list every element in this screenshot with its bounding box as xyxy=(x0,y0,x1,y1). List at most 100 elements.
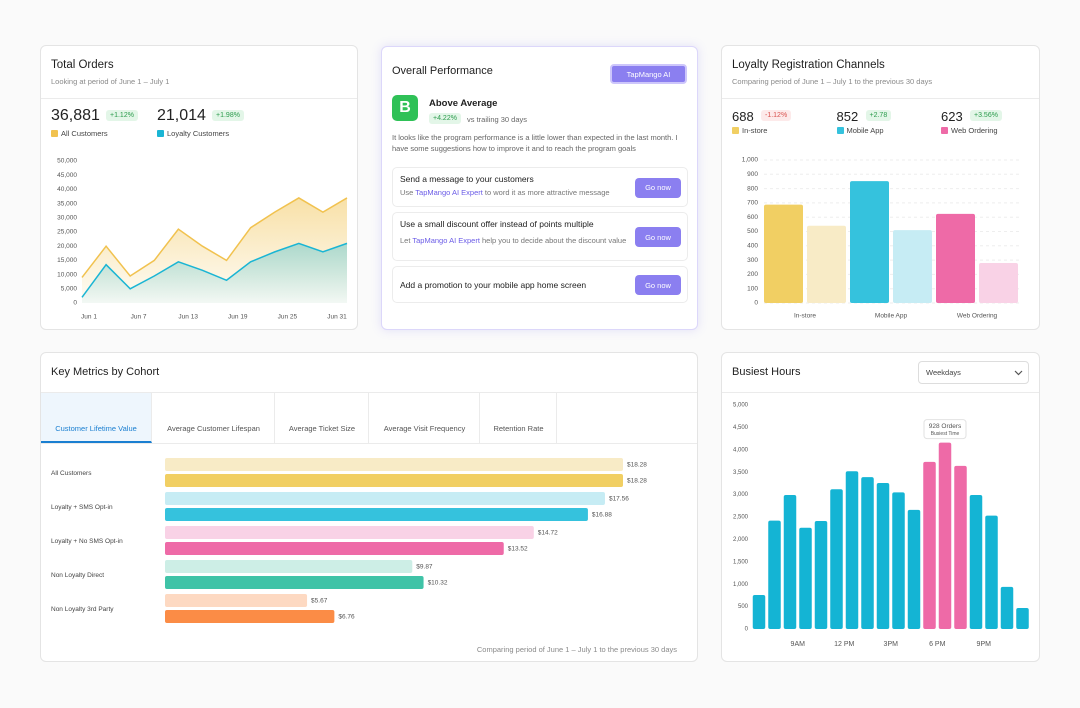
value-label: $17.56 xyxy=(609,496,629,503)
x-tick-label: 3PM xyxy=(884,641,899,648)
bar xyxy=(845,471,859,629)
bar xyxy=(799,527,812,629)
y-tick-label: 800 xyxy=(747,185,758,192)
tab[interactable]: Customer Lifetime Value xyxy=(41,393,152,443)
suggestion-text: Let TapMango AI Expert help you to decid… xyxy=(400,236,628,246)
legend-swatch xyxy=(732,127,739,134)
legend-swatch xyxy=(941,127,948,134)
tab[interactable]: Average Customer Lifespan xyxy=(153,393,275,443)
y-tick-label: 0 xyxy=(73,300,77,307)
legend-label: Loyalty Customers xyxy=(167,129,230,138)
stat-value: 688 xyxy=(732,109,754,124)
y-tick-label: 5,000 xyxy=(733,403,749,409)
tab-label: Customer Lifetime Value xyxy=(55,424,137,433)
divider xyxy=(41,443,697,444)
category-label: Loyalty + No SMS Opt-in xyxy=(51,538,123,545)
category-label: Loyalty + SMS Opt-in xyxy=(51,504,113,511)
bar xyxy=(165,526,534,539)
bar xyxy=(936,213,975,303)
tooltip-title: 928 Orders xyxy=(929,423,962,430)
y-tick-label: 15,000 xyxy=(57,257,77,264)
y-tick-label: 100 xyxy=(747,285,758,292)
change-pill: +3.56% xyxy=(970,110,1002,121)
y-tick-label: 40,000 xyxy=(57,186,77,193)
text: help you to decide about the discount va… xyxy=(479,236,627,245)
value-label: $14.72 xyxy=(538,530,558,537)
bar xyxy=(893,230,932,303)
x-tick-label: 9AM xyxy=(791,641,806,648)
x-tick-label: 6 PM xyxy=(929,641,946,648)
line xyxy=(81,197,348,278)
bar xyxy=(907,509,921,629)
bar xyxy=(892,492,905,629)
text: to word it as more attractive message xyxy=(482,188,610,197)
tab-label: Average Customer Lifespan xyxy=(167,424,260,433)
card-subtitle: Comparing period of June 1 – July 1 to t… xyxy=(732,77,933,86)
card-title: Overall Performance xyxy=(392,65,493,77)
y-tick-label: 900 xyxy=(747,171,758,178)
change-pill: +2.78 xyxy=(865,110,892,121)
dropdown[interactable]: Weekdays xyxy=(918,361,1029,384)
ai-button[interactable]: TapMango AI xyxy=(610,64,687,84)
suggestion: Send a message to your customers Use TapM… xyxy=(392,167,688,207)
tab[interactable]: Retention Rate xyxy=(481,393,557,443)
text: Use xyxy=(400,188,416,197)
legend-label: In-store xyxy=(742,126,768,135)
value-label: $18.28 xyxy=(627,478,647,485)
bar xyxy=(876,482,890,629)
grade-badge: B xyxy=(392,95,418,121)
x-tick-label: Jun 25 xyxy=(278,314,298,321)
change-pill: +1.98% xyxy=(212,110,244,121)
value-label: $9.87 xyxy=(416,564,433,571)
line xyxy=(81,242,348,298)
change-pill: +1.12% xyxy=(106,110,138,121)
ai-link[interactable]: TapMango AI Expert xyxy=(415,188,483,197)
tab[interactable]: Average Ticket Size xyxy=(276,393,369,443)
y-tick-label: 30,000 xyxy=(57,215,77,222)
bar xyxy=(165,576,424,589)
change-note: vs trailing 30 days xyxy=(467,115,528,124)
x-tick-label: Jun 19 xyxy=(228,314,248,321)
go-button[interactable]: Go now xyxy=(635,275,681,295)
y-tick-label: 2,500 xyxy=(733,515,749,521)
suggestion-title: Add a promotion to your mobile app home … xyxy=(400,280,587,290)
bar xyxy=(783,495,797,629)
go-button[interactable]: Go now xyxy=(635,227,681,247)
y-tick-label: 1,000 xyxy=(733,582,749,588)
y-tick-label: 700 xyxy=(747,200,758,207)
divider xyxy=(41,392,697,393)
suggestion-text: Use TapMango AI Expert to word it as mor… xyxy=(400,188,628,198)
bar xyxy=(923,461,936,629)
y-tick-label: 0 xyxy=(745,627,749,633)
ai-link[interactable]: TapMango AI Expert xyxy=(412,236,480,245)
area xyxy=(82,243,347,303)
dropdown-value: Weekdays xyxy=(926,368,961,377)
value-label: $6.76 xyxy=(338,614,355,621)
bar xyxy=(807,225,846,303)
bar xyxy=(165,594,308,607)
legend-label: Web Ordering xyxy=(951,126,998,135)
value-label: $16.88 xyxy=(592,512,612,519)
y-tick-label: 35,000 xyxy=(57,200,77,207)
bar xyxy=(165,542,504,555)
tab[interactable]: Average Visit Frequency xyxy=(370,393,480,443)
x-tick-label: Web Ordering xyxy=(957,313,998,320)
divider xyxy=(722,98,1039,99)
y-tick-label: 500 xyxy=(747,228,758,235)
suggestion: Add a promotion to your mobile app home … xyxy=(392,266,688,303)
bar xyxy=(1016,607,1029,629)
tab-label: Average Visit Frequency xyxy=(383,424,466,433)
y-tick-label: 400 xyxy=(747,243,758,250)
card-subtitle: Looking at period of June 1 – July 1 xyxy=(51,77,170,86)
y-tick-label: 4,500 xyxy=(733,425,749,431)
tab-label: Retention Rate xyxy=(493,424,544,433)
y-tick-label: 3,000 xyxy=(733,492,749,498)
go-button[interactable]: Go now xyxy=(635,177,681,198)
category-label: Non Loyalty 3rd Party xyxy=(51,606,114,613)
bar xyxy=(165,610,335,623)
value-label: $5.67 xyxy=(311,598,328,605)
legend-swatch xyxy=(157,130,164,137)
bar xyxy=(165,458,623,471)
